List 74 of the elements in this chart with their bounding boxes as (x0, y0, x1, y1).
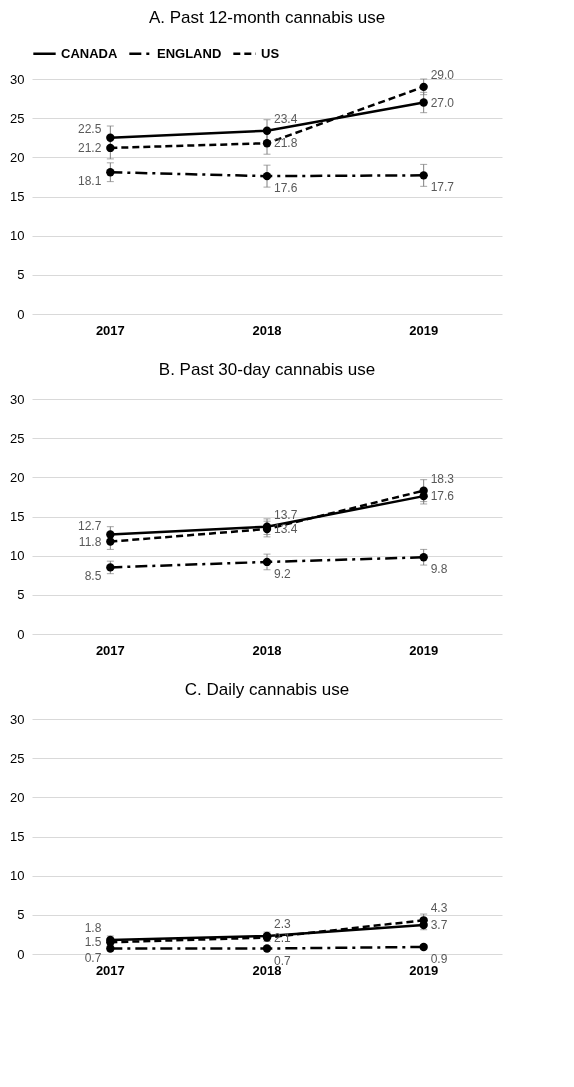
data-label: 17.7 (430, 180, 455, 195)
y-tick-label: 10 (10, 868, 25, 884)
data-label: 18.1 (77, 174, 102, 189)
y-tick-label: 10 (10, 228, 25, 244)
y-tick-label: 30 (10, 71, 25, 87)
point (419, 82, 428, 92)
data-label: 18.3 (430, 471, 455, 486)
data-label: 12.7 (77, 518, 102, 533)
x-tick-label: 2019 (409, 642, 439, 658)
point (262, 171, 272, 181)
point (262, 126, 272, 135)
y-tick-label: 25 (10, 110, 25, 126)
y-tick-label: 5 (17, 907, 25, 923)
x-tick-label: 2019 (409, 322, 439, 338)
y-tick-label: 25 (10, 430, 25, 446)
data-label: 2.3 (274, 916, 292, 931)
data-label: 29.0 (430, 67, 455, 82)
y-tick-label: 5 (17, 267, 25, 283)
point (106, 563, 115, 572)
legend-label: ENGLAND (157, 45, 222, 61)
y-tick-label: 0 (17, 306, 25, 322)
x-tick-label: 2018 (252, 642, 282, 658)
chart-title: A. Past 12-month cannabis use (148, 8, 386, 27)
point (106, 537, 115, 546)
x-tick-label: 2017 (95, 962, 125, 978)
data-label: 13.7 (274, 507, 298, 522)
data-label: 21.8 (274, 136, 298, 151)
x-tick-label: 2017 (95, 322, 125, 338)
y-tick-label: 15 (10, 829, 25, 844)
data-label: 17.6 (430, 489, 455, 504)
legend-label: US (261, 45, 280, 61)
point (106, 143, 115, 153)
y-tick-label: 30 (10, 711, 25, 727)
y-tick-label: 0 (17, 946, 25, 962)
chart-title: C. Daily cannabis use (184, 680, 350, 699)
y-tick-label: 10 (10, 548, 25, 564)
point (106, 938, 115, 947)
legend-label: CANADA (61, 45, 118, 61)
point (262, 557, 272, 567)
data-label: 8.5 (84, 569, 102, 584)
chart-title: B. Past 30-day cannabis use (158, 360, 376, 379)
data-label: 4.3 (430, 901, 448, 916)
point (419, 553, 428, 562)
data-label: 3.7 (430, 918, 448, 933)
y-tick-label: 20 (10, 149, 25, 165)
data-label: 1.8 (84, 921, 102, 936)
y-tick-label: 15 (10, 509, 25, 524)
y-tick-label: 20 (10, 789, 25, 805)
data-label: 0.7 (84, 950, 102, 965)
point (262, 139, 272, 148)
data-label: 1.5 (84, 935, 102, 950)
data-label: 17.6 (274, 181, 298, 196)
point (419, 98, 428, 107)
point (419, 486, 428, 495)
data-label: 23.4 (274, 111, 298, 126)
data-label: 9.8 (430, 562, 448, 577)
y-tick-label: 0 (17, 626, 25, 642)
y-tick-label: 15 (10, 189, 25, 204)
data-label: 13.4 (274, 522, 298, 537)
data-label: 21.2 (77, 140, 102, 155)
data-label: 11.8 (78, 534, 102, 549)
y-tick-label: 30 (10, 391, 25, 407)
data-label: 9.2 (274, 566, 292, 581)
point (106, 133, 115, 142)
data-label: 27.0 (430, 95, 455, 110)
point (106, 168, 115, 177)
point (106, 530, 115, 539)
point (419, 171, 428, 180)
y-tick-label: 20 (10, 469, 25, 485)
data-label: 22.5 (77, 121, 102, 136)
x-tick-label: 2018 (252, 322, 282, 338)
x-tick-label: 2017 (95, 642, 125, 658)
y-tick-label: 5 (17, 587, 25, 603)
y-tick-label: 25 (10, 750, 25, 766)
